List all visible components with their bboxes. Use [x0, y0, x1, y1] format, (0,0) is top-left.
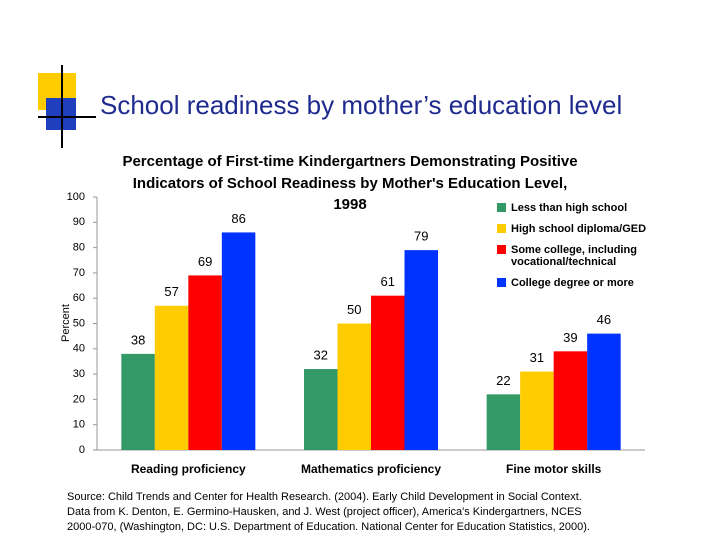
legend-label: High school diploma/GED — [511, 223, 647, 235]
bar — [520, 371, 554, 450]
value-label: 86 — [231, 211, 245, 226]
legend: Less than high school High school diploma… — [497, 202, 667, 298]
bar — [304, 369, 338, 450]
y-tick-label: 90 — [73, 216, 85, 228]
source: Source: Child Trends and Center for Heal… — [67, 491, 582, 503]
bar — [188, 275, 222, 450]
legend-entry: Less than high school — [497, 202, 667, 214]
value-label: 50 — [347, 302, 361, 317]
value-label: 38 — [131, 332, 145, 347]
x-tick-label: Mathematics proficiency — [301, 462, 441, 476]
y-axis-label: Percent — [60, 304, 72, 342]
value-label: 79 — [414, 229, 428, 244]
bar — [337, 323, 371, 450]
y-tick-label: 70 — [73, 267, 85, 279]
bar — [371, 295, 405, 450]
legend-swatch — [497, 278, 506, 287]
legend-swatch — [497, 203, 506, 212]
value-label: 22 — [496, 373, 510, 388]
legend-entry: Some college, including vocational/techn… — [497, 244, 641, 268]
chart-title: Percentage of First-time Kindergartners … — [122, 153, 577, 170]
value-label: 61 — [381, 274, 395, 289]
y-tick-label: 60 — [73, 292, 85, 304]
value-label: 69 — [198, 254, 212, 269]
y-tick-label: 50 — [73, 317, 85, 329]
y-tick-label: 0 — [79, 444, 85, 456]
bar — [587, 333, 621, 450]
bar — [154, 305, 189, 450]
x-tick-label: Reading proficiency — [131, 462, 246, 476]
value-label: 31 — [530, 350, 544, 365]
value-label: 32 — [314, 347, 328, 362]
bar — [404, 250, 438, 450]
legend-entry: College degree or more — [497, 277, 667, 289]
y-tick-label: 20 — [73, 393, 85, 405]
legend-entry: High school diploma/GED — [497, 223, 667, 235]
value-label: 46 — [597, 312, 611, 327]
legend-label: College degree or more — [511, 277, 634, 289]
chart-title: Indicators of School Readiness by Mother… — [133, 175, 568, 192]
legend-label: Less than high school — [511, 202, 628, 214]
x-tick-label: Fine motor skills — [506, 462, 602, 476]
y-tick-label: 10 — [73, 419, 85, 431]
legend-label: Some college, including vocational/techn… — [511, 244, 637, 268]
source: Data from K. Denton, E. Germino-Hausken,… — [67, 506, 582, 518]
y-tick-label: 40 — [73, 343, 85, 355]
source: 2000-070, (Washington, DC: U.S. Departme… — [67, 521, 590, 533]
y-tick-label: 80 — [73, 242, 85, 254]
value-label: 57 — [164, 284, 178, 299]
legend-swatch — [497, 224, 506, 233]
bar — [121, 353, 155, 450]
legend-swatch — [497, 245, 506, 254]
slide-title: School readiness by mother’s education l… — [100, 90, 622, 120]
y-tick-label: 100 — [67, 191, 85, 203]
y-tick-label: 30 — [73, 368, 85, 380]
chart-title: 1998 — [333, 196, 366, 213]
value-label: 39 — [563, 330, 577, 345]
bar — [486, 394, 521, 450]
bar — [553, 351, 588, 450]
bar — [221, 232, 256, 450]
